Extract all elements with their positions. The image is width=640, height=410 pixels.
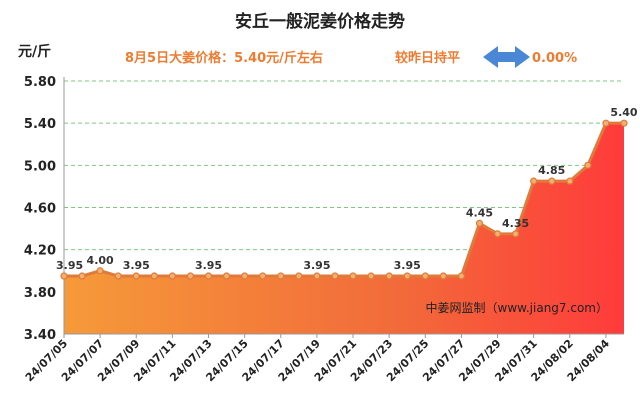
price-area <box>64 123 624 335</box>
y-axis-ticks: 3.40 3.80 4.20 4.60 5.00 5.40 5.80 <box>24 75 56 343</box>
data-point <box>349 272 357 280</box>
data-point <box>277 272 285 280</box>
data-point <box>421 272 429 280</box>
data-point <box>385 272 393 280</box>
data-point <box>530 177 538 185</box>
data-label: 5.40 <box>610 106 637 119</box>
data-label: 4.45 <box>466 206 493 219</box>
left-right-arrow-icon <box>483 46 530 68</box>
data-point <box>512 230 520 238</box>
y-tick-label: 3.80 <box>24 286 56 301</box>
y-tick-label: 3.40 <box>24 328 56 343</box>
data-point <box>439 272 447 280</box>
data-labels: 3.95 4.00 3.95 3.95 3.95 3.95 4.45 4.35 4.85 5.40 <box>56 106 638 272</box>
data-point <box>150 272 158 280</box>
data-point <box>475 219 484 227</box>
y-tick-label: 5.80 <box>24 75 56 90</box>
compare-label: 较昨日持平 <box>395 50 460 66</box>
data-point <box>204 272 213 280</box>
x-axis-ticks: 24/07/0524/07/0724/07/0924/07/1124/07/13… <box>23 334 612 384</box>
data-label: 3.95 <box>56 259 83 272</box>
data-point <box>96 267 104 275</box>
data-point <box>493 230 502 238</box>
data-point <box>403 272 411 280</box>
data-label: 4.00 <box>87 254 114 267</box>
data-point <box>168 272 176 280</box>
data-label: 3.95 <box>394 259 421 272</box>
price-area-fill <box>64 123 624 335</box>
data-label: 3.95 <box>123 259 150 272</box>
y-tick-label: 4.20 <box>24 244 56 259</box>
price-note: 8月5日大姜价格：5.40元/斤左右 <box>125 50 323 66</box>
data-point <box>313 272 321 280</box>
chart-title: 安丘一般泥姜价格走势 <box>235 11 405 32</box>
data-point <box>367 272 375 280</box>
data-label: 3.95 <box>195 259 222 272</box>
data-point <box>331 272 339 280</box>
data-point <box>241 272 249 280</box>
data-point <box>222 272 231 280</box>
data-point <box>114 272 122 280</box>
axes <box>63 77 624 335</box>
data-markers <box>60 119 628 280</box>
data-point <box>295 272 303 280</box>
y-tick-label: 4.60 <box>24 202 56 217</box>
data-point <box>566 177 574 185</box>
y-unit-label: 元/斤 <box>18 43 51 60</box>
data-point <box>584 161 592 169</box>
data-point <box>78 272 86 280</box>
data-label: 4.35 <box>502 217 529 230</box>
data-point <box>259 272 267 280</box>
data-point <box>457 272 466 280</box>
data-point <box>60 272 68 280</box>
data-point <box>132 272 140 280</box>
y-tick-label: 5.00 <box>24 159 56 174</box>
data-point <box>186 272 195 280</box>
y-tick-label: 5.40 <box>24 117 56 132</box>
compare-value: 0.00% <box>532 51 577 66</box>
data-point <box>602 119 610 127</box>
watermark: 中姜网监制（www.jiang7.com） <box>426 300 608 315</box>
data-label: 4.85 <box>538 164 565 177</box>
data-point <box>548 177 556 185</box>
data-label: 3.95 <box>303 259 330 272</box>
data-point <box>620 119 628 127</box>
